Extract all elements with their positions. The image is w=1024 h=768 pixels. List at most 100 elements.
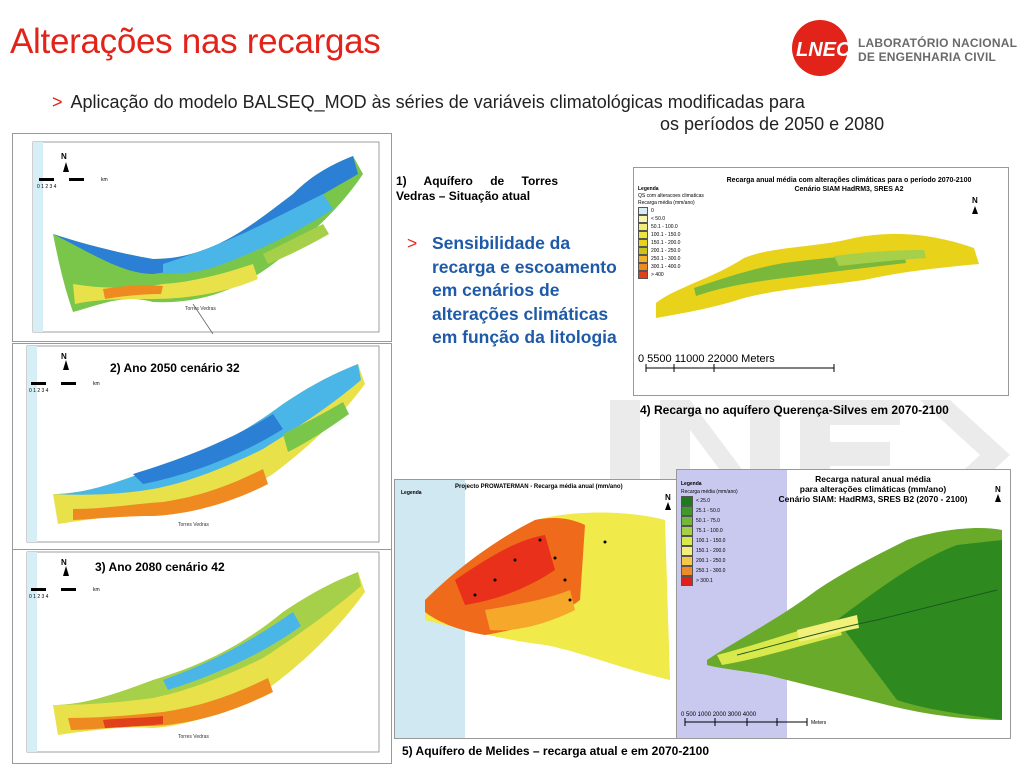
legend-swatch [638,271,648,279]
svg-text:0 1 2 3 4: 0 1 2 3 4 [37,184,57,190]
north-arrow-icon [63,360,69,370]
legend-swatch [681,536,693,546]
svg-text:0 1 2 3 4: 0 1 2 3 4 [29,388,49,394]
intro-line2: os períodos de 2050 e 2080 [660,114,885,134]
svg-text:N: N [995,485,1001,494]
legend-item: 150.1 - 200.0 [681,546,738,556]
legend-label: < 50.0 [651,215,666,222]
legend-item: 100.1 - 150.0 [681,536,738,546]
legend-swatch [638,231,648,239]
legend-label: 0 [651,207,654,214]
legend-swatch [638,255,648,263]
legend-swatch [681,496,693,506]
legend-swatch [681,576,693,586]
north-arrow-icon [995,494,1001,502]
legend-swatch [638,207,648,215]
legend-item: 50.1 - 75.0 [681,516,738,526]
legend-item: 200.1 - 250.0 [681,556,738,566]
legend-item: 0 [638,207,704,215]
bullet-marker: > [407,233,418,253]
legend-item: 75.1 - 100.0 [681,526,738,536]
legend-label: > 400 [651,271,664,278]
logo-name: LABORATÓRIO NACIONAL DE ENGENHARIA CIVIL [858,36,1018,64]
legend-item: 300.1 - 400.0 [638,263,704,271]
legend-item: < 25.0 [681,496,738,506]
legend-label: 25.1 - 50.0 [696,508,720,514]
map-torres-vedras-current: Torres Vedras N 0 1 2 3 4 km [12,133,392,342]
legend-item: 50.1 - 100.0 [638,223,704,231]
north-arrow-label: N [61,152,67,161]
legend-label: 250.1 - 300.0 [651,255,681,262]
legend-item: < 50.0 [638,215,704,223]
map5b-graphic: N 0 500 1000 2000 3000 4000 Meters [677,470,1010,738]
legend-swatch [681,506,693,516]
map-2050-scenario: N 0 1 2 3 4 km Torres Vedras [12,343,392,552]
map4-legend: Legenda QS com alteracoes climaticas Rec… [638,186,704,279]
caption-5: 5) Aquífero de Melides – recarga atual e… [402,744,710,758]
map5b-legend: Legenda Recarga média (mm/ano) < 25.0 25.… [681,481,738,586]
legend-label: 250.1 - 300.0 [696,568,726,574]
svg-text:km: km [93,381,100,387]
intro-line1: Aplicação do modelo BALSEQ_MOD às séries… [70,92,805,112]
map4-graphic: N 0 5500 11000 22000 Meters [638,196,979,372]
bullet-marker: > [52,92,63,112]
svg-text:N: N [665,493,671,502]
legend-label: 100.1 - 150.0 [651,231,681,238]
legend-label: 150.1 - 200.0 [696,548,726,554]
place-label: Torres Vedras [185,306,216,312]
legend-label: 300.1 - 400.0 [651,263,681,270]
map5a-title: Projecto PROWATERMAN - Recarga média anu… [455,484,623,490]
sensitivity-bullet: > Sensibilidade da recarga e escoamento … [407,232,617,350]
legend-swatch [681,516,693,526]
sensitivity-text: Sensibilidade da recarga e escoamento em… [432,233,617,347]
legend-swatch [638,239,648,247]
map4-scale-bar [645,364,835,372]
legend-label: > 300.1 [696,578,713,584]
north-arrow-icon [63,162,69,172]
map5b-scale-bar [684,718,808,726]
svg-text:N: N [61,352,67,361]
legend-swatch [638,223,648,231]
legend-item: > 400 [638,271,704,279]
map-melides-future: N 0 500 1000 2000 3000 4000 Meters Recar… [676,469,1011,739]
caption-4: 4) Recarga no aquífero Querença-Silves e… [640,403,949,417]
svg-text:0 1 2 3 4: 0 1 2 3 4 [29,594,49,600]
legend-swatch [681,526,693,536]
map-querenca-silves: Recarga anual média com alterações climá… [633,167,1009,396]
north-arrow-icon [972,206,978,214]
legend-item: 250.1 - 300.0 [681,566,738,576]
legend-swatch [638,263,648,271]
legend-item: > 300.1 [681,576,738,586]
legend-swatch [681,546,693,556]
legend-label: 75.1 - 100.0 [696,528,723,534]
map-melides-current: N Projecto PROWATERMAN - Recarga média a… [394,479,678,739]
legend-item: 25.1 - 50.0 [681,506,738,516]
caption-1: 1) Aquífero de Torres Vedras – Situação … [396,174,558,203]
legend-swatch [681,566,693,576]
north-arrow-icon [63,566,69,576]
legend-label: 50.1 - 100.0 [651,223,678,230]
map5b-title: Recarga natural anual média para alteraç… [778,474,968,504]
north-arrow-icon [665,502,671,510]
caption-3: 3) Ano 2080 cenário 42 [95,560,225,574]
intro-bullet: > Aplicação do modelo BALSEQ_MOD às série… [52,90,805,114]
map4-title: Recarga anual média com alterações climá… [726,177,972,193]
svg-text:N: N [61,558,67,567]
legend-label: 200.1 - 250.0 [651,247,681,254]
legend-label: 100.1 - 150.0 [696,538,726,544]
svg-text:Meters: Meters [811,720,827,726]
legend-item: 200.1 - 250.0 [638,247,704,255]
legend-item: 250.1 - 300.0 [638,255,704,263]
svg-text:N: N [972,196,978,205]
svg-text:Torres Vedras: Torres Vedras [178,734,209,740]
caption-2: 2) Ano 2050 cenário 32 [110,361,240,375]
legend-label: < 25.0 [696,498,711,504]
page-title: Alterações nas recargas [10,22,381,61]
legend-label: 200.1 - 250.0 [696,558,726,564]
map5a-graphic: N [395,480,677,738]
svg-text:Torres Vedras: Torres Vedras [178,522,209,528]
legend-item: 100.1 - 150.0 [638,231,704,239]
legend-label: 150.1 - 200.0 [651,239,681,246]
legend-item: 150.1 - 200.0 [638,239,704,247]
lnec-logo: LNEC [792,20,851,76]
